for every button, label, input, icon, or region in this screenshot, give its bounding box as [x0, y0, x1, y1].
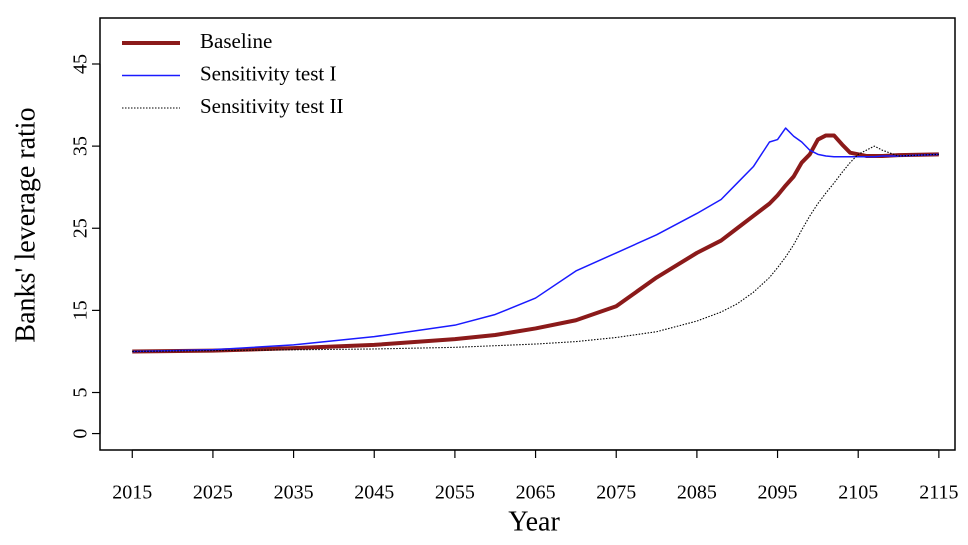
x-tick-label: 2115 — [919, 482, 958, 504]
y-tick-label: 25 — [70, 218, 92, 238]
y-tick-label: 35 — [70, 136, 92, 156]
x-tick-label: 2085 — [677, 482, 717, 504]
x-tick-label: 2015 — [112, 482, 152, 504]
y-axis-label: Banks' leverage ratio — [10, 107, 41, 342]
legend-label: Sensitivity test II — [200, 94, 344, 118]
series-line — [132, 145, 939, 352]
x-tick-label: 2025 — [193, 482, 233, 504]
y-tick-label: 15 — [70, 300, 92, 320]
x-tick-label: 2095 — [758, 482, 798, 504]
y-tick-label: 5 — [70, 388, 92, 398]
x-axis-label: Year — [508, 506, 560, 537]
legend-label: Baseline — [200, 29, 272, 53]
x-tick-label: 2035 — [274, 482, 314, 504]
y-tick-label: 45 — [70, 54, 92, 74]
legend-label: Sensitivity test I — [200, 61, 337, 85]
series-line — [132, 127, 939, 353]
y-tick-label: 0 — [70, 429, 92, 439]
series-line — [132, 133, 939, 354]
x-tick-label: 2055 — [435, 482, 475, 504]
x-tick-label: 2045 — [354, 482, 394, 504]
x-tick-label: 2105 — [838, 482, 878, 504]
x-tick-label: 2065 — [516, 482, 556, 504]
x-tick-label: 2075 — [596, 482, 636, 504]
